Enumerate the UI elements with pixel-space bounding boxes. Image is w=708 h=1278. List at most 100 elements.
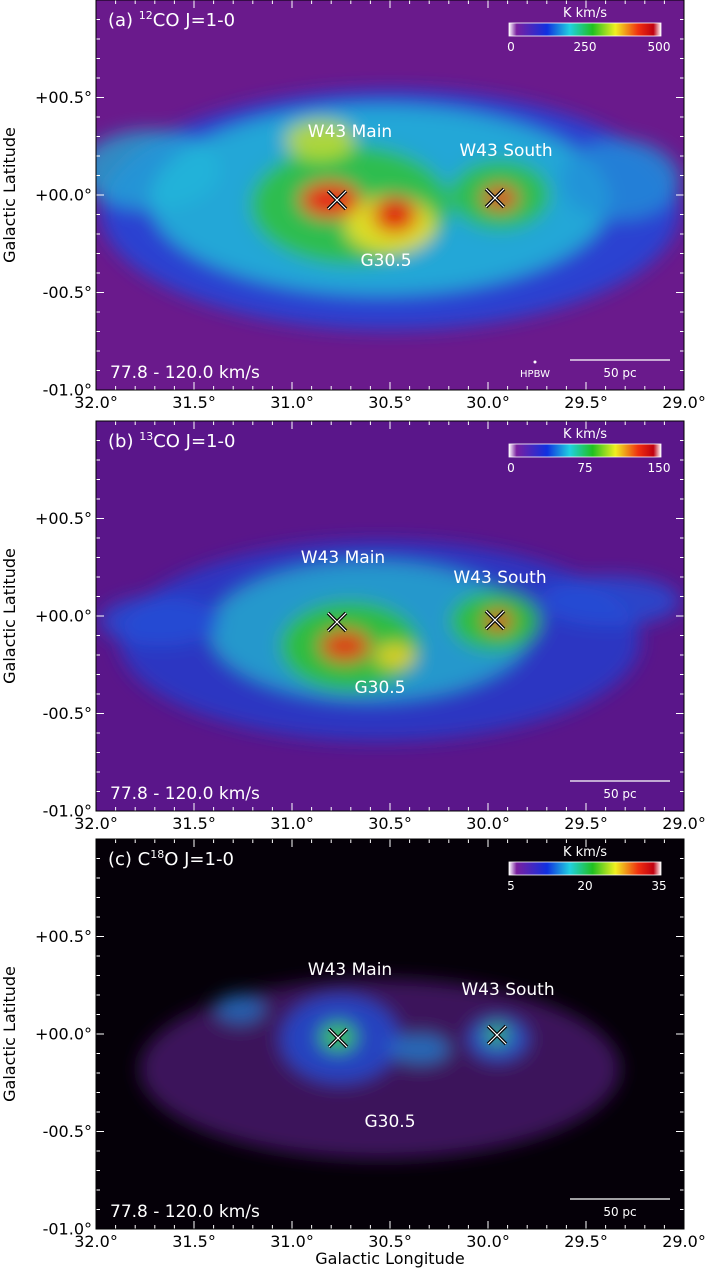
colorbar xyxy=(508,22,662,37)
panel: 32.0° 31.5° 31.0° 30.5° 30.0° 29.5° 29.0° +00.5… xyxy=(0,0,706,412)
frame xyxy=(95,838,685,1230)
map xyxy=(96,0,684,390)
label-suffix: CO J=1-0 xyxy=(153,431,235,452)
panel-label: (b) 13CO J=1-0 xyxy=(108,430,235,452)
label-prefix: (a) xyxy=(108,10,139,31)
source-marker xyxy=(327,612,347,632)
x-tick-label: 30.0° xyxy=(466,1232,510,1251)
emission-region xyxy=(375,644,415,668)
velocity-range: 77.8 - 120.0 km/s xyxy=(110,784,260,804)
label-sup: 13 xyxy=(139,430,153,443)
velocity-range: 77.8 - 120.0 km/s xyxy=(110,1202,260,1222)
y-tick-label: -01.0° xyxy=(43,1220,92,1239)
source-label: G30.5 xyxy=(354,678,405,698)
source-label: W43 Main xyxy=(308,960,392,980)
emission-region xyxy=(285,120,355,160)
label-sup: 18 xyxy=(150,848,164,861)
panel-label: (a) 12CO J=1-0 xyxy=(108,9,235,31)
x-tick-label: 31.5° xyxy=(172,1232,216,1251)
source-marker xyxy=(327,190,347,210)
scale-label: 50 pc xyxy=(603,366,636,380)
emission xyxy=(96,90,680,330)
x-tick-label: 32.0° xyxy=(74,1232,118,1251)
colorbar xyxy=(508,861,662,876)
colorbar-tick-label: 20 xyxy=(577,879,592,893)
emission-region xyxy=(390,1034,450,1064)
x-axis-title: Galactic Longitude xyxy=(315,1249,464,1268)
label-suffix: CO J=1-0 xyxy=(153,10,235,31)
x-tick-label: 29.0° xyxy=(662,393,706,412)
colorbar-tick-label: 0 xyxy=(507,461,515,475)
scale-label: 50 pc xyxy=(603,1205,636,1219)
map xyxy=(96,421,684,811)
x-tick-label: 31.5° xyxy=(172,393,216,412)
source-label: W43 South xyxy=(459,141,552,161)
x-tick-label: 29.5° xyxy=(564,393,608,412)
emission-region xyxy=(215,994,265,1024)
x-tick-label: 31.0° xyxy=(270,814,314,833)
x-tick-label: 32.0° xyxy=(74,814,118,833)
emission xyxy=(140,979,620,1159)
emission-region xyxy=(540,576,680,626)
source-marker xyxy=(328,1028,348,1048)
x-tick-label: 29.0° xyxy=(662,1232,706,1251)
y-tick-label: -01.0° xyxy=(43,381,92,400)
y-tick-label: +00.5° xyxy=(35,509,92,528)
colorbar-tick-label: 0 xyxy=(507,40,515,54)
source-label: W43 Main xyxy=(308,122,392,142)
colorbar-unit: K km/s xyxy=(563,427,607,442)
source-label: W43 South xyxy=(461,980,554,1000)
x-tick-label: 29.5° xyxy=(564,814,608,833)
velocity-range: 77.8 - 120.0 km/s xyxy=(110,363,260,383)
x-tick-label: 31.0° xyxy=(270,1232,314,1251)
y-tick-label: +00.5° xyxy=(35,927,92,946)
colorbar-tick-label: 5 xyxy=(507,879,515,893)
emission-region xyxy=(96,130,220,210)
x-tick-label: 30.5° xyxy=(368,814,412,833)
y-tick-label: +00.0° xyxy=(35,1025,92,1044)
panel-label: (c) C18O J=1-0 xyxy=(108,848,234,870)
colorbar-tick-label: 75 xyxy=(577,461,592,475)
panel: 32.0° 31.5° 31.0° 30.5° 30.0° 29.5° 29.0° +00.5… xyxy=(0,420,706,833)
x-tick-label: 30.5° xyxy=(368,1232,412,1251)
beam-label: HPBW xyxy=(520,369,550,380)
y-tick-label: -00.5° xyxy=(43,704,92,723)
y-tick-label: -01.0° xyxy=(43,802,92,821)
source-marker xyxy=(487,1025,507,1045)
source-marker xyxy=(485,610,505,630)
source-marker xyxy=(485,188,505,208)
colorbar-tick-label: 150 xyxy=(648,461,671,475)
y-tick-label: +00.5° xyxy=(35,88,92,107)
source-label: G30.5 xyxy=(364,1112,415,1132)
scale-label: 50 pc xyxy=(603,787,636,801)
x-tick-label: 30.5° xyxy=(368,393,412,412)
y-tick-label: +00.0° xyxy=(35,607,92,626)
colorbar-unit: K km/s xyxy=(563,845,607,860)
source-label: G30.5 xyxy=(360,251,411,271)
y-tick-label: -00.5° xyxy=(43,283,92,302)
label-sup: 12 xyxy=(139,9,153,22)
label-prefix: (c) C xyxy=(108,849,150,870)
frame xyxy=(95,0,685,391)
y-axis-title: Galactic Latitude xyxy=(0,127,19,263)
beam xyxy=(533,360,537,364)
emission-region xyxy=(320,630,370,662)
x-tick-label: 32.0° xyxy=(74,393,118,412)
emission-region xyxy=(300,182,360,218)
y-tick-label: -00.5° xyxy=(43,1122,92,1141)
emission-region xyxy=(373,197,417,233)
y-axis-title: Galactic Latitude xyxy=(0,548,19,684)
colorbar-tick-label: 500 xyxy=(648,40,671,54)
x-tick-label: 31.5° xyxy=(172,814,216,833)
x-tick-label: 30.0° xyxy=(466,393,510,412)
colorbar-tick-label: 35 xyxy=(651,879,666,893)
source-label: W43 South xyxy=(453,568,546,588)
x-tick-label: 31.0° xyxy=(270,393,314,412)
x-tick-label: 29.0° xyxy=(662,814,706,833)
label-prefix: (b) xyxy=(108,431,139,452)
colorbar-unit: K km/s xyxy=(563,6,607,21)
colorbar xyxy=(508,443,662,458)
x-tick-label: 30.0° xyxy=(466,814,510,833)
y-tick-label: +00.0° xyxy=(35,186,92,205)
